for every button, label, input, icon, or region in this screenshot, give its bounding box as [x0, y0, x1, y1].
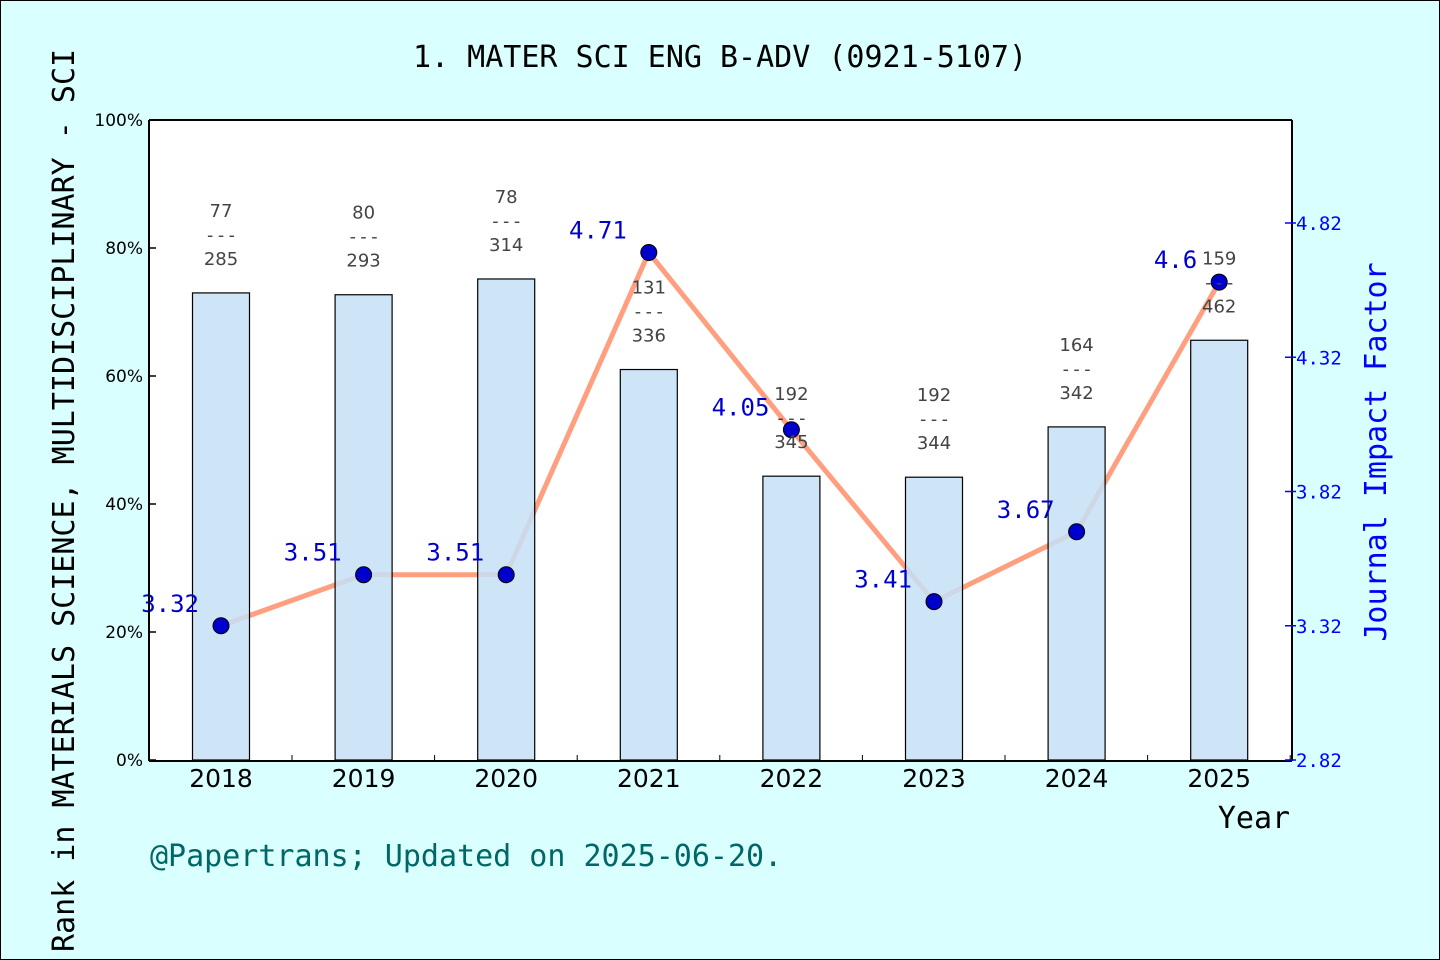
bar-rank-label: 78: [495, 187, 518, 208]
bar-total-label: 462: [1202, 296, 1236, 317]
impact-factor-marker: [212, 617, 230, 635]
right-tick-label: 2.82: [1296, 750, 1342, 772]
impact-factor-label: 3.32: [141, 590, 199, 618]
left-tick-label: 40%: [105, 495, 143, 515]
x-tick-label: 2018: [189, 764, 253, 793]
impact-factor-marker: [640, 244, 658, 262]
bar-rank-label: 131: [632, 278, 666, 299]
x-axis-label: Year: [1218, 801, 1290, 836]
bar-rank-label: 192: [774, 384, 808, 405]
impact-factor-label: 4.71: [569, 217, 627, 245]
bar-divider: ---: [918, 409, 951, 430]
bar-divider: ---: [490, 211, 523, 232]
left-axis-label: Rank in MATERIALS SCIENCE, MULTIDISCIPLI…: [47, 49, 82, 952]
right-axis-label: Journal Impact Factor: [1359, 262, 1394, 641]
bar-rank-label: 192: [917, 385, 951, 406]
left-tick-label: 20%: [105, 623, 143, 643]
rank-bar: [619, 368, 678, 761]
rank-bar: [1047, 426, 1106, 761]
impact-factor-marker: [1068, 523, 1086, 541]
impact-factor-label: 3.67: [997, 496, 1055, 524]
impact-factor-marker: [925, 593, 943, 611]
x-tick-label: 2021: [617, 764, 681, 793]
bar-total-label: 344: [917, 433, 951, 454]
bar-divider: ---: [633, 302, 666, 323]
right-tick-label: 3.82: [1296, 482, 1342, 504]
impact-factor-label: 3.41: [854, 566, 912, 594]
bar-rank-label: 80: [352, 203, 375, 224]
rank-bar: [477, 278, 536, 761]
rank-bar: [904, 476, 964, 761]
x-tick-label: 2019: [332, 764, 396, 793]
bar-rank-label: 159: [1202, 248, 1236, 269]
footer-note: @Papertrans; Updated on 2025-06-20.: [150, 839, 782, 874]
rank-bar: [191, 292, 251, 761]
impact-factor-label: 4.6: [1154, 246, 1197, 274]
rank-bar: [762, 475, 821, 761]
impact-factor-marker: [497, 566, 515, 584]
bar-total-label: 336: [632, 326, 666, 347]
impact-factor-label: 3.51: [284, 539, 342, 567]
bar-divider: ---: [205, 225, 238, 246]
bar-total-label: 345: [774, 432, 808, 453]
left-tick-label: 60%: [105, 367, 143, 387]
x-tick-label: 2023: [902, 764, 966, 793]
x-tick-label: 2024: [1045, 764, 1109, 793]
x-tick-label: 2020: [474, 764, 538, 793]
impact-factor-marker: [355, 566, 373, 584]
chart-title: 1. MATER SCI ENG B-ADV (0921-5107): [413, 40, 1027, 75]
left-tick-label: 100%: [94, 111, 143, 131]
bar-rank-label: 164: [1059, 335, 1093, 356]
bar-divider: ---: [347, 227, 380, 248]
left-tick-label: 80%: [105, 239, 143, 259]
bar-divider: ---: [775, 408, 808, 429]
bar-rank-label: 77: [210, 201, 233, 222]
bar-total-label: 293: [346, 251, 380, 272]
impact-factor-marker: [782, 421, 800, 439]
left-tick-label: 0%: [116, 751, 143, 771]
impact-factor-label: 4.05: [712, 394, 770, 422]
impact-factor-marker: [1210, 273, 1228, 291]
x-tick-label: 2025: [1187, 764, 1251, 793]
rank-bar: [1190, 339, 1249, 761]
bar-total-label: 285: [204, 249, 238, 270]
impact-factor-label: 3.51: [426, 539, 484, 567]
bar-total-label: 314: [489, 235, 523, 256]
bar-divider: ---: [1203, 272, 1236, 293]
bar-divider: ---: [1060, 359, 1093, 380]
plot-area: [149, 120, 1292, 760]
bar-total-label: 342: [1059, 383, 1093, 404]
x-tick-label: 2022: [760, 764, 824, 793]
rank-bar: [334, 294, 393, 761]
right-tick-label: 4.82: [1296, 213, 1342, 235]
right-tick-label: 3.32: [1296, 616, 1342, 638]
right-tick-label: 4.32: [1296, 347, 1342, 369]
